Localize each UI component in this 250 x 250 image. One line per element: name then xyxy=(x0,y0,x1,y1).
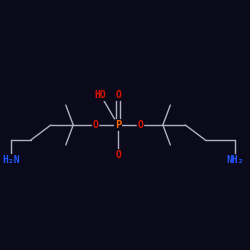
Text: H₂N: H₂N xyxy=(2,155,20,165)
Text: NH₂: NH₂ xyxy=(226,155,244,165)
Text: HO: HO xyxy=(95,90,106,100)
Text: O: O xyxy=(138,120,143,130)
Text: O: O xyxy=(115,90,121,100)
Text: O: O xyxy=(93,120,98,130)
Text: O: O xyxy=(115,150,121,160)
Text: P: P xyxy=(115,120,121,130)
